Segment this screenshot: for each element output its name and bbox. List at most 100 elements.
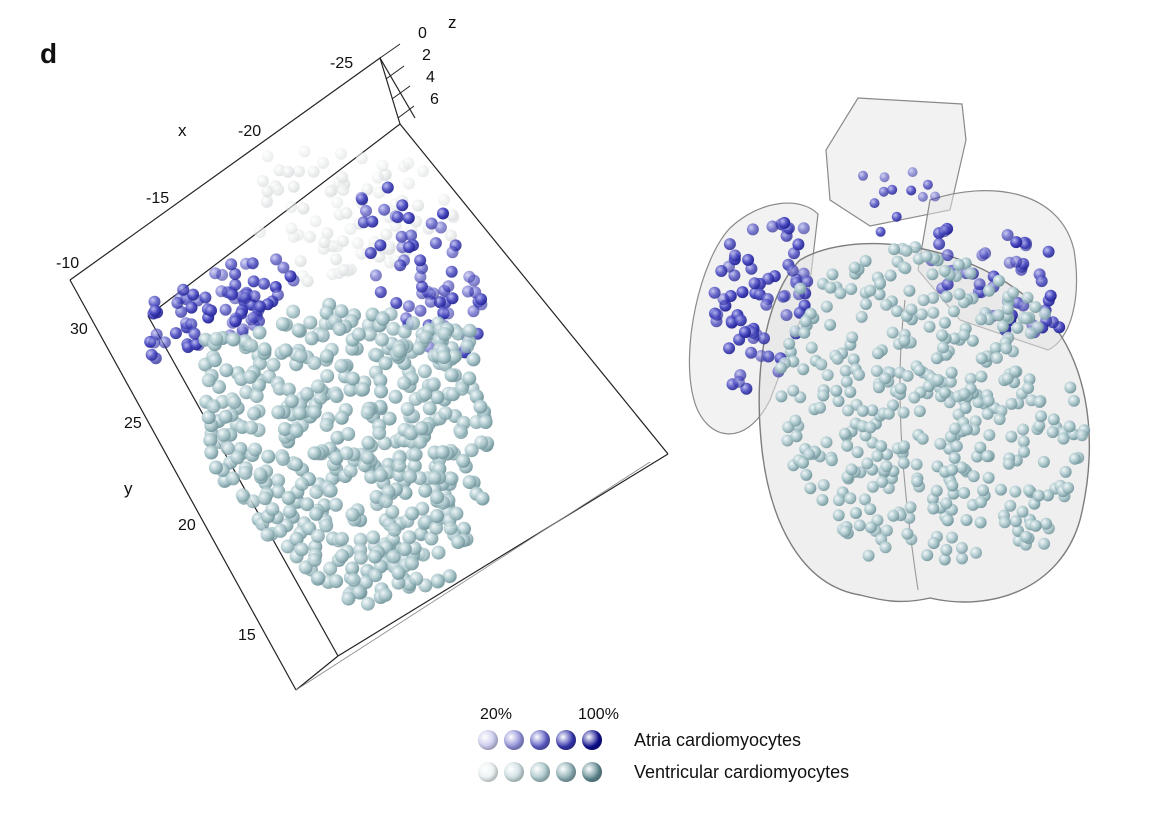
atria-cell [246,257,259,270]
grey-cell [376,159,389,172]
ventricular-cell [971,450,983,463]
ventricular-cell [387,522,402,537]
ventricular-cell [311,570,326,585]
atria-cell [917,191,928,202]
ventricular-cell [454,381,469,396]
atria-cell [723,238,736,251]
ventricular-cell [1033,396,1046,408]
ventricular-cell [775,390,788,403]
ventricular-cell [430,490,445,505]
ventricular-cell [964,267,977,280]
atria-swatch [530,730,550,750]
atria-cell [177,283,190,296]
ventricular-cell [310,528,325,543]
ventricular-cell [975,496,987,509]
ventricular-cell [345,371,360,386]
ventricular-cell [462,371,477,386]
atria-cell [1044,289,1057,302]
ventricular-cell [846,331,859,344]
ventricular-cell [930,352,943,365]
ventricular-cell [946,531,958,544]
atria-cell [717,293,730,306]
ventricular-cell [443,521,458,536]
ventricular-cell [1029,301,1042,313]
ventricular-cell [799,315,812,328]
atria-cell [391,211,404,224]
ventricular-cell [435,445,450,460]
ventricular-cell [246,494,261,509]
atria-cell [403,241,416,253]
ventricular-cell [992,274,1005,287]
ventricular-cell [334,358,349,373]
ventricular-cell [372,425,387,440]
atria-cell [425,217,438,230]
grey-cell [285,201,298,213]
ventricular-cell [388,389,403,404]
ventricular-cell [940,497,953,510]
ventricular-cell [805,341,818,354]
ventricular-cell [815,358,828,371]
y-tick-label: 15 [238,627,256,644]
ventricular-cell [826,268,839,281]
ventricular-cell [307,446,322,461]
atria-swatch [504,730,524,750]
atria-cell [360,204,372,217]
ventricular-cell [276,451,290,466]
atria-cell [405,229,418,242]
ventricular-cell [284,394,299,409]
atria-cell [745,346,758,359]
ventricular-cell [313,390,328,405]
atria-cell [1035,275,1048,288]
atria-cell [390,297,403,309]
atria-cell [395,230,408,243]
ventricular-cell [289,457,304,472]
ventricular-cell [789,325,802,338]
ventricular-cell [360,450,375,465]
ventricular-cell [783,337,796,350]
ventricular-cell [948,332,961,345]
ventricular-cell [451,326,466,341]
ventricular-cell [444,368,459,383]
ventricular-cell [989,342,1002,354]
ventricular-cell [1000,342,1013,355]
ventricular-cell [474,435,489,450]
ventricular-cell [478,415,493,429]
ventricular-cell [927,291,939,304]
ventricular-cell [1020,312,1033,325]
ventricular-cell [300,386,314,401]
ventricular-cell [343,463,358,478]
ventricular-cell [230,450,245,465]
atria-cell [777,290,790,303]
grey-cell [446,209,459,222]
ventricular-cell [958,486,971,499]
ventricular-cell [282,504,297,519]
ventricular-cell [332,322,347,336]
ventricular-cell [858,493,871,506]
x-tick-label: -15 [146,190,169,207]
ventricular-cell [908,391,921,404]
grey-cell [340,207,353,220]
ventricular-cell [996,320,1009,333]
ventricular-cell [374,384,388,399]
grey-cell [297,202,310,215]
ventricular-cell [1009,515,1022,528]
ventricular-cell [859,298,872,310]
ventricular-cell [958,328,970,341]
ventricular-cell [385,504,400,519]
x-tick-label: -10 [56,255,79,272]
ventricular-cell [938,553,951,566]
atria-cell [762,350,775,363]
ventricular-cell [238,465,253,480]
legend-row-atria: Atria cardiomyocytes [478,726,801,754]
ventricular-cell [964,372,977,385]
ventricular-cell [409,571,424,586]
ventricular-cell [414,421,429,436]
ventricular-cell [368,549,382,564]
ventricular-cell [319,518,334,533]
atria-cell [219,303,232,316]
ventricular-cell [307,553,322,567]
ventricular-cell [408,447,423,462]
ventricular-cell [404,556,419,571]
z-tick-label: 4 [426,69,435,86]
ventricular-cell [994,483,1007,496]
